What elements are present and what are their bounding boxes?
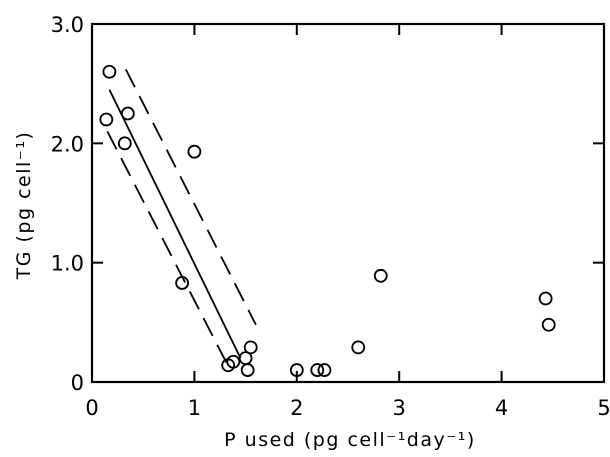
x-tick-label: 4 [495,396,508,420]
confidence-line [106,130,228,365]
data-point [373,268,388,283]
confidence-line [124,68,257,326]
x-tick-label: 3 [393,396,406,420]
data-point [99,112,114,127]
y-tick-label: 2.0 [51,132,84,156]
y-tick-label: 3.0 [51,13,84,37]
data-point [310,363,325,377]
regression-line [108,89,242,359]
data-point [538,291,553,306]
data-point [541,317,556,332]
data-points [99,64,556,377]
axes [90,22,606,384]
data-point [175,276,190,290]
data-point [187,144,202,159]
data-point [289,363,304,377]
regression-lines [106,68,257,365]
plot-frame [90,22,606,384]
x-tick-label: 5 [597,396,610,420]
x-tick-label: 1 [188,396,201,420]
x-tick-label: 0 [85,396,98,420]
data-point [243,340,258,355]
ticks: 0 1 2 3 4 5 0 1.0 2.0 3.0 [51,13,610,420]
x-tick-label: 2 [290,396,303,420]
data-point [351,340,366,355]
y-axis-title: TG (pg cell⁻¹) [13,131,35,281]
data-point [240,363,255,377]
x-axis-title: P used (pg cell⁻¹day⁻¹) [224,429,476,451]
data-point [221,358,236,373]
y-tick-label: 1.0 [51,252,84,276]
data-point [317,363,332,377]
y-tick-label: 0 [71,371,84,395]
data-point [102,64,117,79]
data-point [120,106,135,121]
data-point [117,136,132,151]
